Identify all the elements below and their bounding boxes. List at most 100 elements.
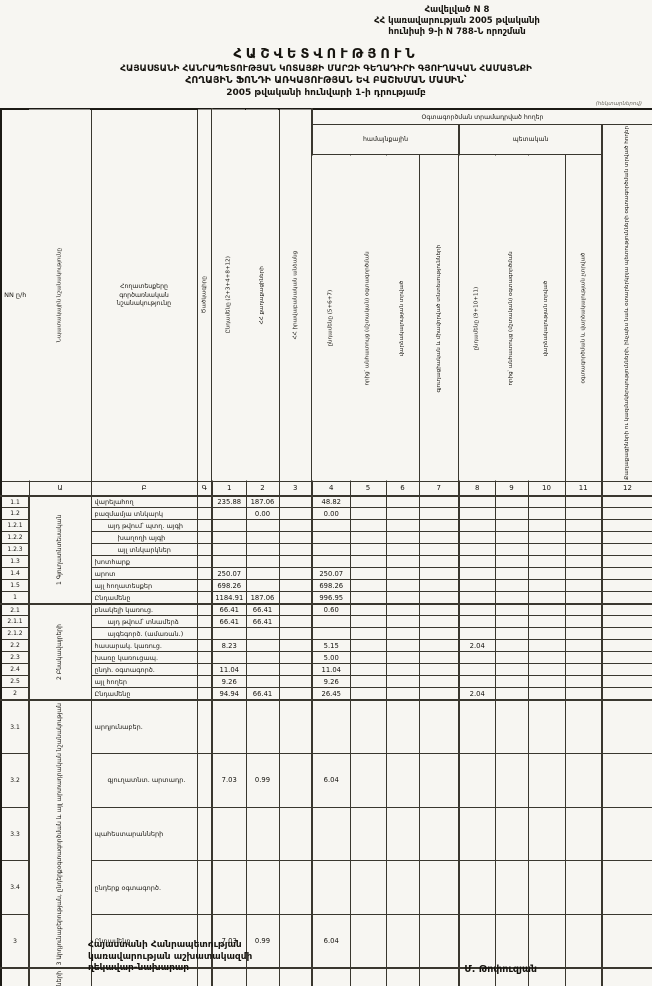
value-cell: 66.41: [245, 687, 280, 701]
value-cell: [385, 507, 420, 521]
report-title: ՀԱՇՎԵՏՎՈՒԹՅՈՒՆ: [233, 47, 419, 63]
value-cell: [278, 753, 313, 808]
value-cell: [494, 698, 529, 755]
value-cell: 187.06: [245, 591, 280, 605]
code-cell: [196, 531, 213, 545]
value-cell: [278, 591, 313, 605]
col-header-6: վարձակալության տրված: [386, 154, 419, 482]
value-cell: [527, 543, 566, 557]
value-cell: 6.04: [311, 914, 351, 970]
row-number-cell: 2.1.2: [0, 627, 30, 641]
col-header-12: Քաղաքացիների ու կազմակերպությունների, ին…: [602, 124, 652, 482]
value-cell: [564, 627, 603, 641]
row-label-cell: հասարակ. կառուց.: [90, 639, 198, 653]
row-label-cell: բազմամյա տնկարկ: [90, 507, 198, 521]
value-cell: 5.00: [311, 651, 351, 665]
row-number-cell: 2.5: [0, 675, 30, 689]
code-cell: [196, 602, 213, 617]
value-cell: [349, 698, 387, 755]
value-cell: [600, 914, 652, 970]
value-cell: [494, 806, 529, 862]
value-cell: [211, 507, 247, 521]
value-cell: [458, 651, 496, 665]
value-cell: [600, 675, 652, 689]
value-cell: [385, 615, 420, 629]
value-cell: [278, 806, 313, 862]
header-band-row: NN ը/հ Նպատակային նշանակությունը Հողատես…: [0, 108, 652, 482]
value-cell: 11.04: [211, 663, 247, 677]
value-cell: [458, 555, 496, 569]
value-cell: [458, 519, 496, 533]
value-cell: [458, 591, 496, 605]
col-header-10: վարձակալության տրված: [528, 154, 565, 482]
row-number-cell: 1: [0, 591, 30, 605]
value-cell: [564, 602, 603, 617]
value-cell: [458, 753, 496, 808]
value-cell: 0.00: [311, 507, 351, 521]
row-label-cell: այդ թվում՝ տնամերձ: [90, 615, 198, 629]
section-label-cell: 2 Բնակավայրերի: [29, 603, 91, 700]
value-cell: [385, 579, 420, 593]
value-cell: [494, 627, 529, 641]
value-cell: [349, 663, 387, 677]
table-row: 2.1 2 Բնակավայրերի բնակելի կառուց. 66.41 66.…: [0, 602, 652, 700]
value-cell: [278, 663, 313, 677]
value-cell: [527, 494, 566, 509]
value-cell: [385, 698, 420, 755]
table-row: 2.1.2 այգեգործ. (ամառան.): [0, 627, 652, 641]
value-cell: [245, 555, 280, 569]
value-cell: 0.00: [245, 507, 280, 521]
code-cell: [196, 806, 213, 862]
code-cell: [196, 698, 213, 755]
row-number-cell: 3.4: [0, 860, 30, 916]
value-cell: [385, 519, 420, 533]
code-cell: [196, 663, 213, 677]
row-number-cell: 1.3: [0, 555, 30, 569]
col-header-total: Ընդամենը (2+3+4+8+12): [212, 109, 246, 482]
value-cell: [527, 591, 566, 605]
header-group-row: համայնքային պետական Քաղաքացիների ու կազմ…: [1, 124, 652, 482]
value-cell: [278, 651, 313, 665]
value-cell: [494, 675, 529, 689]
value-cell: [245, 519, 280, 533]
column-letter: 3: [278, 480, 313, 497]
column-letter: 5: [349, 480, 387, 497]
value-cell: [527, 555, 566, 569]
value-cell: [527, 627, 566, 641]
value-cell: [564, 567, 603, 581]
value-cell: [418, 914, 460, 970]
value-cell: [385, 627, 420, 641]
table-row: 3.1 3 Արդյունաբերության, ընդերքօգտագործմա…: [0, 698, 652, 969]
value-cell: [600, 687, 652, 701]
value-cell: [385, 543, 420, 557]
row-label-cell: այդ թվում՝ պտղ. այգի: [90, 519, 198, 533]
value-cell: [600, 555, 652, 569]
value-cell: [418, 698, 460, 755]
value-cell: [527, 753, 566, 808]
value-cell: [211, 543, 247, 557]
value-cell: [349, 543, 387, 557]
value-cell: [278, 519, 313, 533]
value-cell: 6.04: [311, 753, 351, 808]
value-cell: [349, 627, 387, 641]
signatory-title-line2: կառավարության աշխատակազմի: [88, 951, 253, 962]
value-cell: [418, 806, 460, 862]
value-cell: [278, 555, 313, 569]
value-cell: [458, 675, 496, 689]
value-cell: [458, 627, 496, 641]
value-cell: [564, 555, 603, 569]
value-cell: 66.41: [245, 602, 280, 617]
code-cell: [196, 579, 213, 593]
value-cell: [278, 507, 313, 521]
value-cell: [564, 639, 603, 653]
value-cell: 187.06: [245, 494, 280, 509]
table-row: 1.3 խոտհարք: [0, 555, 652, 569]
code-cell: [196, 675, 213, 689]
row-label-cell: գյուղատնտ. արտադր.: [90, 753, 198, 808]
value-cell: [418, 753, 460, 808]
value-cell: 1184.91: [211, 591, 247, 605]
value-cell: [564, 663, 603, 677]
report-subtitle-date: 2005 թվականի հունվարի 1-ի դրությամբ: [226, 88, 426, 99]
value-cell: [527, 663, 566, 677]
value-cell: [494, 494, 529, 509]
